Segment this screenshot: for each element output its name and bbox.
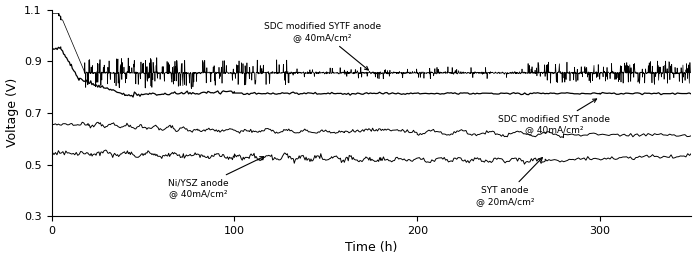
Text: SDC modified SYTF anode
@ 40mA/cm²: SDC modified SYTF anode @ 40mA/cm²: [263, 22, 381, 70]
Text: Ni/YSZ anode
@ 40mA/cm²: Ni/YSZ anode @ 40mA/cm²: [167, 157, 263, 198]
X-axis label: Time (h): Time (h): [345, 242, 398, 255]
Y-axis label: Voltage (V): Voltage (V): [6, 78, 19, 147]
Text: SYT anode
@ 20mA/cm²: SYT anode @ 20mA/cm²: [476, 158, 542, 206]
Text: SDC modified SYT anode
@ 40mA/cm²: SDC modified SYT anode @ 40mA/cm²: [498, 99, 611, 134]
